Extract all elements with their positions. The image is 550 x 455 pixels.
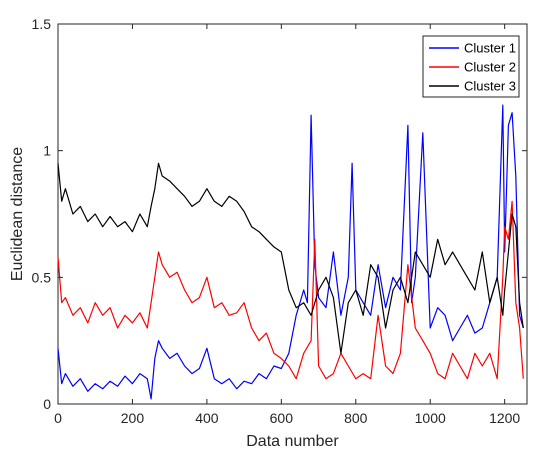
y-tick-label: 1.5 xyxy=(32,16,52,32)
y-axis-label: Euclidean distance xyxy=(9,147,26,281)
x-tick-label: 800 xyxy=(344,410,368,426)
y-axis: 0 0.5 1 1.5 xyxy=(32,16,527,412)
series-layer xyxy=(57,104,524,400)
x-tick-label: 600 xyxy=(270,410,294,426)
legend-box xyxy=(422,35,520,98)
legend: Cluster 1 Cluster 2 Cluster 3 xyxy=(422,35,520,98)
legend-label-1: Cluster 1 xyxy=(464,41,516,56)
x-tick-label: 1000 xyxy=(415,410,446,426)
series-line-2 xyxy=(57,200,524,380)
x-tick-label: 400 xyxy=(195,410,219,426)
legend-label-3: Cluster 3 xyxy=(464,79,516,94)
x-axis-label: Data number xyxy=(246,433,339,450)
x-tick-label: 1200 xyxy=(489,410,520,426)
x-axis: 0 200 400 600 800 1000 1200 xyxy=(54,24,520,426)
series-line-3 xyxy=(57,162,524,354)
x-tick-label: 200 xyxy=(121,410,145,426)
series-line-1 xyxy=(57,104,524,400)
x-tick-label: 0 xyxy=(54,410,62,426)
y-tick-label: 0 xyxy=(43,396,51,412)
legend-label-2: Cluster 2 xyxy=(464,60,516,75)
y-tick-label: 1 xyxy=(43,143,51,159)
y-tick-label: 0.5 xyxy=(32,269,52,285)
